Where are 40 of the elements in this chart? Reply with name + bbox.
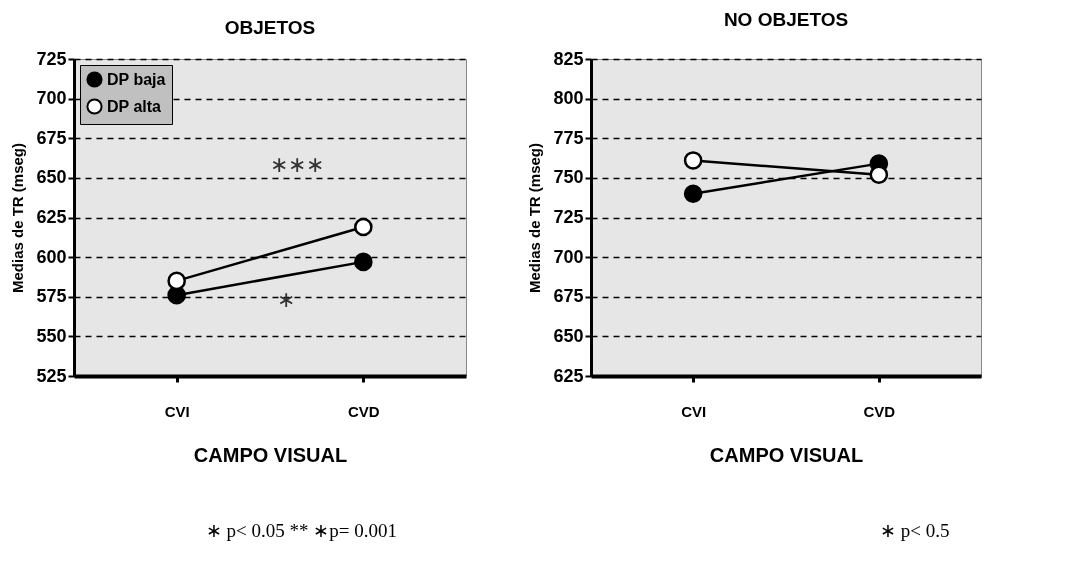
x-tick-label: CVI: [681, 402, 707, 420]
y-tick-label: 775: [553, 127, 584, 148]
y-tick-label: 675: [553, 286, 584, 307]
y-tick-label: 825: [553, 48, 584, 69]
annotation: ∗: [276, 286, 295, 312]
y-tick-label: 800: [553, 88, 584, 109]
point: [869, 165, 889, 184]
y-tick-label: 725: [553, 207, 584, 227]
point: [683, 151, 703, 170]
legend-label: DP alta: [107, 97, 162, 115]
text: ∗ p< 0.05 ** ∗p= 0.001: [205, 520, 397, 541]
y-tick-label: 625: [553, 365, 584, 386]
annotation: ∗∗∗: [270, 152, 325, 178]
x-axis-title: CAMPO VISUAL: [193, 443, 348, 466]
y-tick-label: 700: [36, 88, 67, 109]
y-tick-label: 575: [36, 286, 67, 307]
x-tick-label: CVD: [348, 402, 380, 420]
x-tick-label: CVI: [164, 402, 190, 420]
chart-title: OBJETOS: [224, 17, 316, 38]
point: [683, 184, 703, 204]
x-axis-title: CAMPO VISUAL: [709, 443, 864, 466]
y-tick-label: 700: [553, 246, 584, 267]
y-tick-label: 725: [36, 48, 67, 69]
chart-title: NO OBJETOS: [723, 9, 849, 30]
x-tick-label: CVD: [863, 402, 896, 420]
y-tick-label: 650: [553, 325, 584, 346]
y-axis-title: Medias de TR (mseg): [9, 142, 27, 294]
y-tick-label: 650: [36, 167, 67, 188]
point: [354, 252, 373, 272]
y-axis-title: Medias de TR (mseg): [526, 142, 544, 294]
y-tick-label: 525: [36, 365, 67, 386]
text: ∗ p< 0.5: [879, 520, 950, 541]
legend-label: DP baja: [107, 70, 166, 88]
y-tick-label: 550: [36, 325, 67, 346]
point: [354, 217, 373, 237]
y-tick-label: 675: [36, 127, 67, 148]
point: [167, 271, 186, 291]
y-tick-label: 625: [36, 207, 67, 227]
y-tick-label: 750: [553, 167, 584, 188]
y-tick-label: 600: [36, 246, 67, 267]
